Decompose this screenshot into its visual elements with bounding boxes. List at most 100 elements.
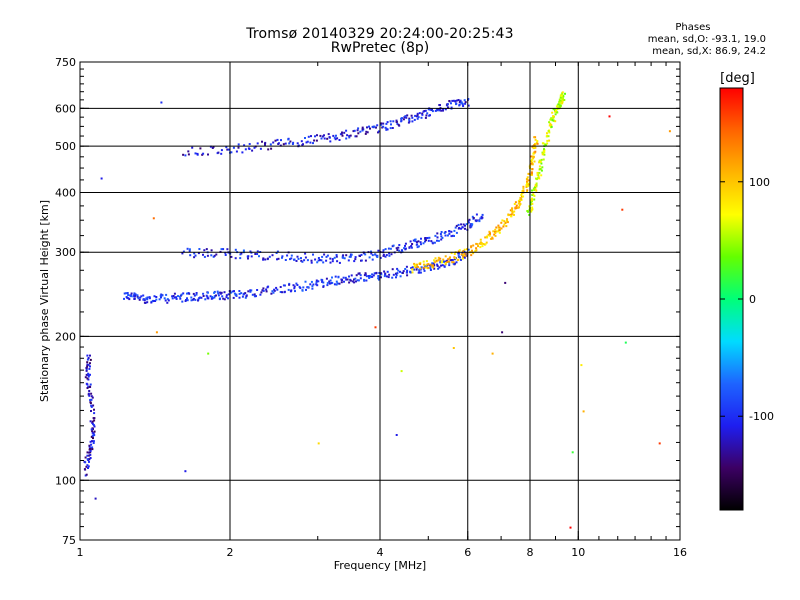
data-point xyxy=(522,187,525,190)
data-point xyxy=(376,254,379,257)
data-point xyxy=(203,255,206,258)
data-point xyxy=(233,290,235,293)
data-point xyxy=(462,223,465,226)
data-point xyxy=(266,257,269,260)
data-point xyxy=(211,296,213,298)
data-point xyxy=(311,287,314,290)
data-point xyxy=(357,279,360,282)
data-point xyxy=(349,134,352,137)
data-point xyxy=(433,261,436,264)
data-point xyxy=(561,100,564,103)
data-point xyxy=(348,281,351,284)
data-point xyxy=(518,198,521,201)
data-point xyxy=(223,298,226,301)
data-point xyxy=(145,297,148,300)
data-point xyxy=(441,264,444,267)
data-point xyxy=(536,142,539,145)
data-point xyxy=(410,114,413,117)
data-point xyxy=(366,131,369,134)
data-point xyxy=(268,255,271,258)
data-point xyxy=(432,262,435,265)
data-point xyxy=(346,134,349,137)
data-point xyxy=(554,120,557,123)
data-point xyxy=(388,273,391,276)
data-point xyxy=(534,186,536,189)
data-point xyxy=(403,116,406,119)
data-point xyxy=(438,109,441,112)
data-point xyxy=(412,239,415,242)
data-point xyxy=(419,263,422,265)
data-point xyxy=(293,258,295,261)
data-point xyxy=(225,146,228,149)
data-point xyxy=(410,245,413,247)
y-tick-label: 100 xyxy=(55,474,76,487)
data-point xyxy=(209,295,212,298)
data-point xyxy=(392,273,395,276)
data-point xyxy=(93,434,96,437)
data-point xyxy=(455,99,458,102)
data-point xyxy=(220,248,223,251)
data-point xyxy=(281,256,283,259)
data-point xyxy=(94,497,97,500)
data-point xyxy=(538,161,541,164)
data-point xyxy=(375,126,377,129)
data-point xyxy=(86,358,89,361)
data-point xyxy=(487,233,490,236)
data-point xyxy=(319,134,322,137)
data-point xyxy=(455,261,458,264)
data-point xyxy=(397,246,400,249)
data-point xyxy=(264,143,266,146)
data-point xyxy=(552,115,555,118)
data-point xyxy=(226,148,229,151)
data-point xyxy=(425,114,428,117)
data-point xyxy=(288,142,291,145)
data-point xyxy=(217,292,220,295)
data-point xyxy=(347,259,350,262)
data-point xyxy=(325,259,328,262)
data-point xyxy=(535,182,538,185)
trace-5 xyxy=(83,354,96,477)
data-point xyxy=(350,274,353,277)
data-point xyxy=(245,294,248,297)
data-point xyxy=(363,252,366,255)
data-point xyxy=(426,112,429,115)
data-point xyxy=(380,122,383,125)
data-point xyxy=(425,266,427,269)
data-point xyxy=(476,243,479,246)
data-point xyxy=(621,208,624,211)
data-point xyxy=(509,209,512,212)
data-point xyxy=(382,125,385,128)
data-point xyxy=(437,256,440,259)
data-point xyxy=(527,179,530,182)
data-point xyxy=(608,115,611,118)
data-point xyxy=(404,242,407,245)
data-point xyxy=(465,223,468,226)
data-point xyxy=(513,203,516,205)
data-point xyxy=(403,247,406,250)
data-point xyxy=(193,256,196,259)
data-point xyxy=(243,144,246,147)
data-point xyxy=(91,446,94,449)
data-point xyxy=(224,251,227,254)
data-point xyxy=(448,257,451,260)
data-point xyxy=(359,255,361,257)
data-point xyxy=(173,296,176,299)
data-point xyxy=(320,137,323,140)
data-point xyxy=(453,235,455,237)
data-point xyxy=(433,264,436,267)
data-point xyxy=(420,237,422,240)
data-point xyxy=(414,240,417,243)
data-point xyxy=(325,277,328,280)
data-point xyxy=(88,444,91,447)
data-point xyxy=(437,258,440,261)
data-point xyxy=(386,121,389,124)
data-point xyxy=(470,254,473,257)
data-point xyxy=(479,246,482,249)
data-point xyxy=(434,234,437,237)
data-point xyxy=(522,190,525,193)
data-point xyxy=(561,91,564,94)
data-point xyxy=(436,264,439,267)
data-point xyxy=(359,274,362,277)
data-point xyxy=(341,134,344,137)
